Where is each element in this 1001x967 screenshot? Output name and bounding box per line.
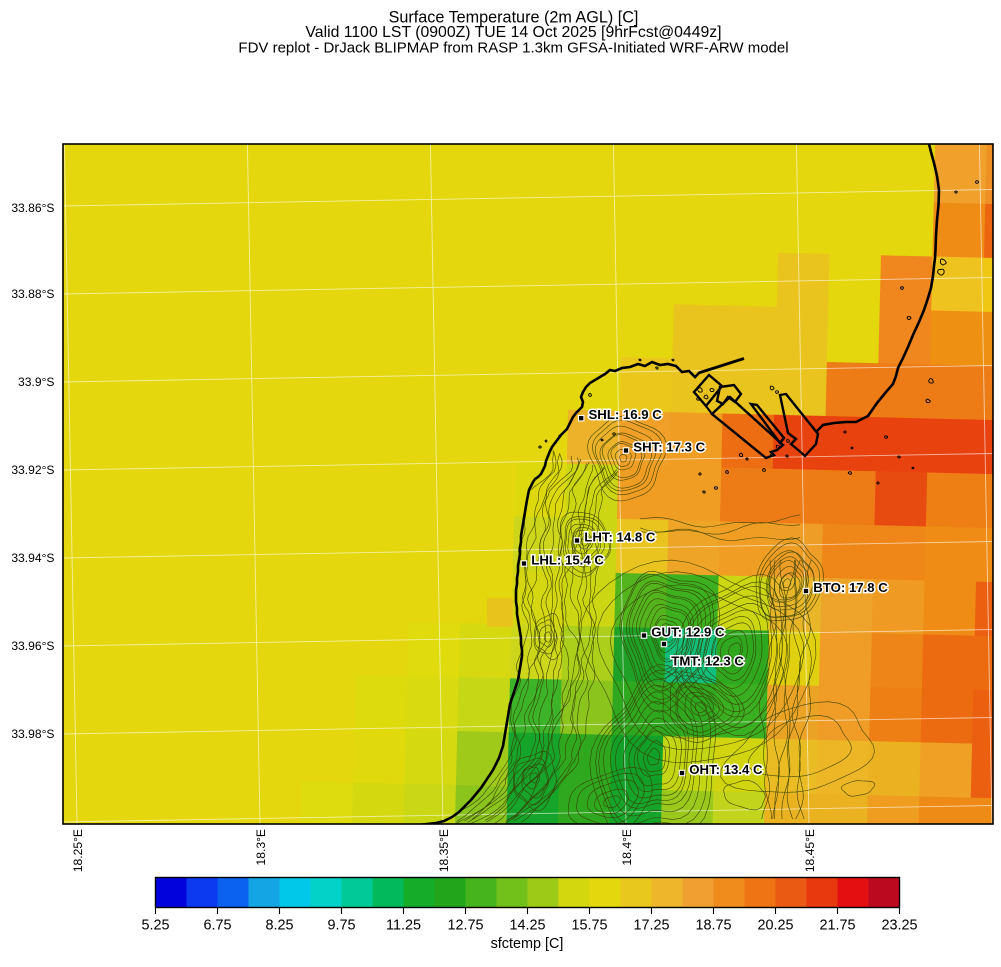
svg-text:18.35°E: 18.35°E	[437, 829, 451, 872]
svg-text:18.4°E: 18.4°E	[620, 829, 634, 865]
svg-text:6.75: 6.75	[203, 918, 231, 934]
svg-text:33.92°S: 33.92°S	[11, 463, 54, 477]
svg-text:8.25: 8.25	[265, 918, 293, 934]
svg-text:12.75: 12.75	[447, 918, 483, 934]
svg-text:LHT: 14.8 C: LHT: 14.8 C	[584, 530, 656, 545]
svg-text:33.9°S: 33.9°S	[18, 375, 54, 389]
svg-text:Surface Temperature (2m AGL) [: Surface Temperature (2m AGL) [C]	[389, 9, 639, 27]
svg-text:FDV replot - DrJack BLIPMAP fr: FDV replot - DrJack BLIPMAP from RASP 1.…	[238, 39, 788, 56]
svg-text:SHL: 16.9 C: SHL: 16.9 C	[589, 407, 663, 422]
svg-text:17.25: 17.25	[633, 918, 669, 934]
svg-text:33.88°S: 33.88°S	[11, 287, 54, 301]
svg-text:21.75: 21.75	[819, 918, 855, 934]
svg-text:14.25: 14.25	[509, 918, 545, 934]
svg-text:5.25: 5.25	[141, 918, 169, 934]
svg-text:18.45°E: 18.45°E	[803, 829, 817, 872]
svg-text:20.25: 20.25	[757, 918, 793, 934]
svg-text:BTO: 17.8 C: BTO: 17.8 C	[813, 580, 888, 595]
svg-text:15.75: 15.75	[571, 918, 607, 934]
svg-text:9.75: 9.75	[327, 918, 355, 934]
svg-text:33.98°S: 33.98°S	[11, 727, 54, 741]
svg-text:33.86°S: 33.86°S	[11, 201, 54, 215]
svg-text:18.25°E: 18.25°E	[71, 829, 85, 872]
svg-text:GUT: 12.9 C: GUT: 12.9 C	[651, 625, 725, 640]
svg-text:SHT: 17.3 C: SHT: 17.3 C	[633, 440, 705, 455]
svg-text:33.96°S: 33.96°S	[11, 639, 54, 653]
svg-text:33.94°S: 33.94°S	[11, 551, 54, 565]
svg-text:OHT: 13.4 C: OHT: 13.4 C	[689, 762, 763, 777]
svg-text:Valid 1100 LST (0900Z) TUE 14: Valid 1100 LST (0900Z) TUE 14 Oct 2025 […	[305, 24, 721, 41]
svg-text:23.25: 23.25	[881, 918, 917, 934]
svg-text:11.25: 11.25	[386, 918, 421, 934]
svg-text:TMT: 12.3 C: TMT: 12.3 C	[671, 654, 744, 669]
svg-text:sfctemp [C]: sfctemp [C]	[491, 936, 564, 952]
svg-text:18.75: 18.75	[695, 918, 731, 934]
svg-text:LHL: 15.4 C: LHL: 15.4 C	[531, 553, 604, 568]
svg-text:18.3°E: 18.3°E	[254, 829, 268, 865]
